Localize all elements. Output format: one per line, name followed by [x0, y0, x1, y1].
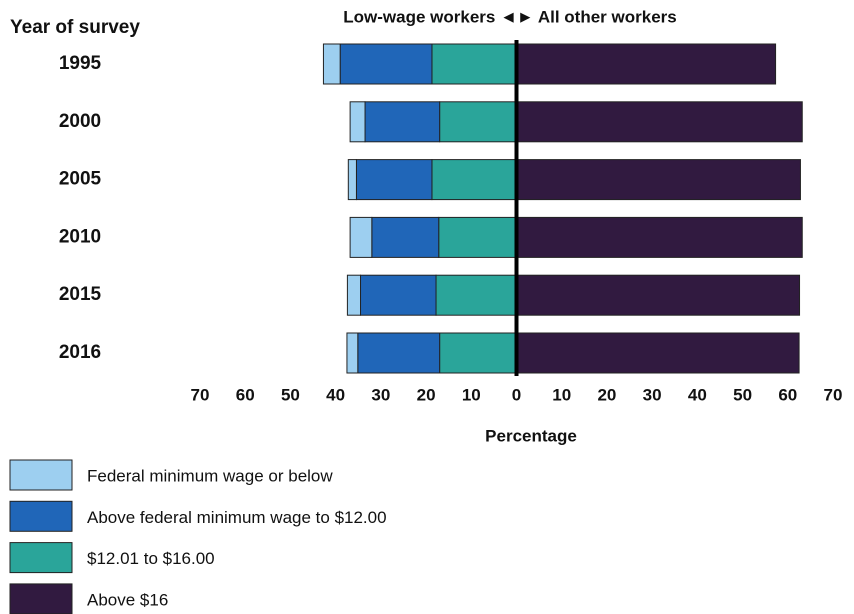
y-tick-label: 2015 — [59, 284, 102, 305]
legend-swatch — [9, 542, 73, 574]
x-tick-label: 50 — [733, 385, 752, 404]
chart-title: Low-wage workers ◄► All other workers — [343, 7, 676, 26]
legend-label: $12.01 to $16.00 — [87, 549, 215, 568]
legend-label: Above federal minimum wage to $12.00 — [87, 508, 387, 527]
bar-segment — [360, 274, 437, 316]
y-tick-label: 2000 — [59, 111, 101, 132]
x-tick-label: 20 — [417, 385, 436, 404]
bar-segment — [438, 216, 517, 258]
y-tick-label: 1995 — [59, 53, 102, 74]
x-tick-label: 0 — [512, 385, 521, 404]
y-tick-label: 2005 — [59, 169, 102, 190]
bar-segment — [355, 159, 433, 201]
legend-swatch — [9, 459, 73, 491]
bar-segment — [431, 159, 517, 201]
x-tick-label: 70 — [824, 385, 843, 404]
x-tick-label: 70 — [191, 385, 210, 404]
y-tick-label: 2016 — [59, 342, 101, 363]
x-tick-label: 30 — [371, 385, 390, 404]
bar-segment — [439, 101, 517, 143]
bar-segment — [357, 332, 441, 374]
bar-segment — [439, 332, 517, 374]
bar-segment — [346, 332, 359, 374]
x-tick-label: 40 — [688, 385, 707, 404]
legend-swatch — [9, 500, 73, 532]
bar-segment — [339, 43, 433, 85]
bar-segment — [516, 43, 777, 85]
x-axis-title: Percentage — [485, 426, 577, 445]
x-tick-label: 10 — [552, 385, 571, 404]
x-tick-label: 60 — [236, 385, 255, 404]
bar-segment — [435, 274, 518, 316]
x-tick-label: 20 — [597, 385, 616, 404]
bar-segment — [349, 101, 366, 143]
bar-segment — [349, 216, 373, 258]
x-tick-label: 40 — [326, 385, 345, 404]
x-tick-label: 10 — [462, 385, 481, 404]
bar-segment — [371, 216, 440, 258]
legend-swatch — [9, 583, 73, 614]
bar-segment — [322, 43, 341, 85]
x-tick-label: 50 — [281, 385, 300, 404]
bar-segment — [516, 159, 801, 201]
y-tick-label: 2010 — [59, 226, 101, 247]
legend-label: Above $16 — [87, 590, 168, 609]
x-tick-label: 30 — [643, 385, 662, 404]
bar-segment — [347, 159, 357, 201]
bar-segment — [516, 216, 803, 258]
legend-label: Federal minimum wage or below — [87, 466, 333, 485]
bar-segment — [516, 274, 801, 316]
y-axis-title: Year of survey — [10, 17, 140, 38]
bar-segment — [364, 101, 441, 143]
x-tick-label: 60 — [778, 385, 797, 404]
bar-segment — [346, 274, 362, 316]
bar-segment — [516, 332, 800, 374]
bar-segment — [431, 43, 517, 85]
bar-segment — [516, 101, 803, 143]
